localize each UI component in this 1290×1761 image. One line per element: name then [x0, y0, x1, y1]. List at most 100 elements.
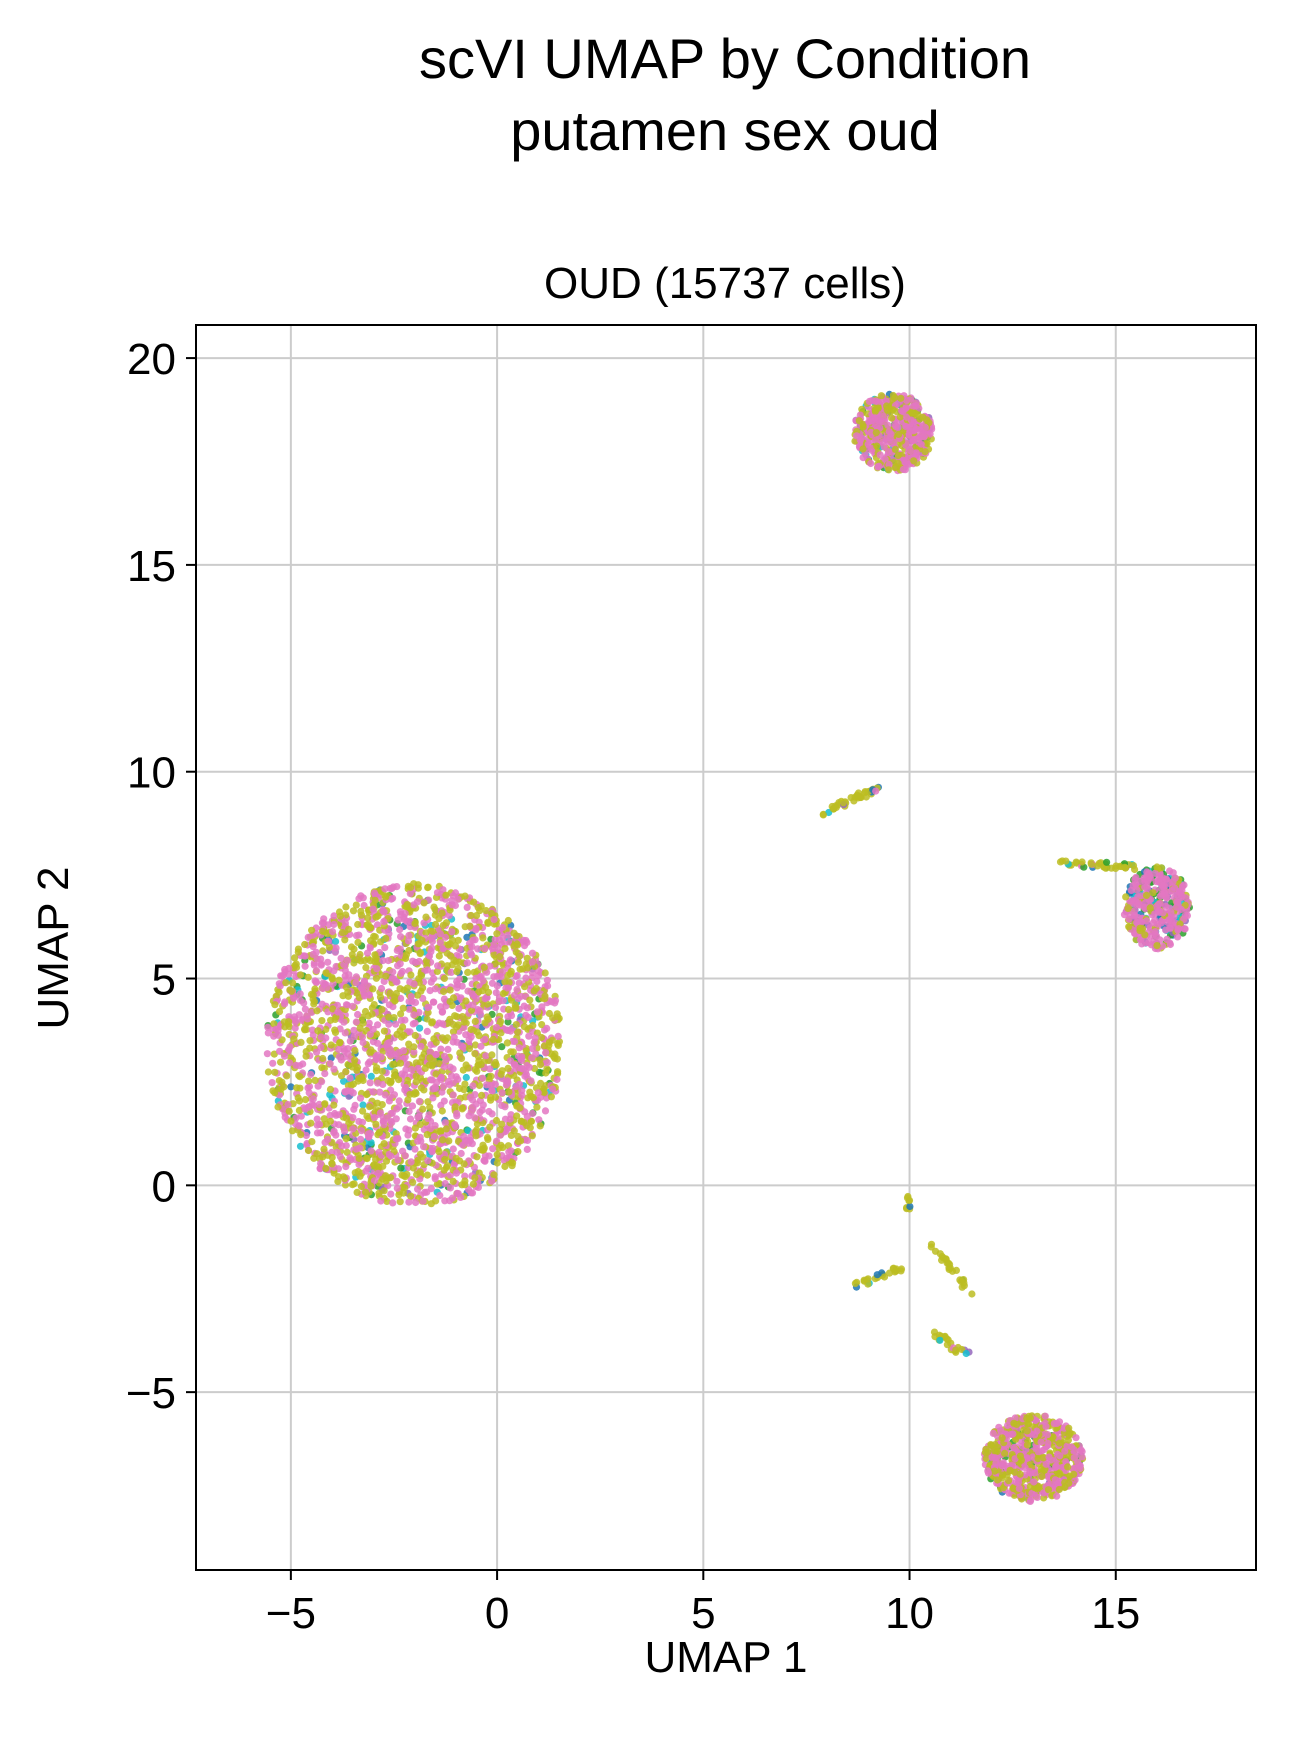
- scatter-point: [417, 1084, 425, 1092]
- scatter-point: [487, 1072, 495, 1080]
- scatter-point: [380, 1140, 388, 1148]
- scatter-point: [1177, 905, 1185, 914]
- scatter-point: [459, 1141, 467, 1149]
- scatter-point: [405, 1126, 413, 1134]
- scatter-point: [872, 397, 880, 405]
- scatter-point: [374, 1169, 382, 1177]
- scatter-point: [440, 995, 448, 1003]
- scatter-point: [438, 1034, 447, 1042]
- scatter-point: [522, 1011, 530, 1019]
- scatter-point: [493, 1159, 501, 1167]
- scatter-point: [510, 991, 519, 999]
- scatter-point: [859, 423, 867, 431]
- scatter-point: [908, 409, 916, 417]
- scatter-point: [354, 955, 362, 964]
- scatter-point: [355, 1117, 363, 1126]
- scatter-point: [1038, 1472, 1046, 1481]
- scatter-point: [499, 1143, 507, 1152]
- scatter-point: [397, 1164, 405, 1172]
- scatter-point: [435, 1180, 443, 1188]
- scatter-point: [873, 1271, 881, 1279]
- scatter-point: [357, 907, 365, 915]
- scatter-point: [388, 884, 396, 893]
- scatter-point: [536, 1056, 544, 1064]
- x-tick-label: 15: [1091, 1589, 1140, 1638]
- scatter-point: [896, 413, 904, 421]
- scatter-point: [479, 1101, 487, 1109]
- scatter-point: [479, 934, 487, 942]
- scatter-point: [1055, 1469, 1063, 1477]
- scatter-point: [317, 1043, 325, 1052]
- scatter-point: [408, 1102, 417, 1110]
- scatter-point: [360, 901, 368, 910]
- scatter-point: [390, 1014, 398, 1022]
- scatter-point: [1027, 1496, 1035, 1504]
- scatter-point: [544, 982, 552, 990]
- scatter-point: [872, 787, 880, 795]
- scatter-point: [294, 945, 302, 953]
- scatter-point: [502, 1081, 510, 1089]
- scatter-point: [444, 1077, 452, 1086]
- scatter-point: [349, 1125, 357, 1133]
- scatter-point: [441, 1052, 449, 1060]
- scatter-point: [504, 916, 512, 925]
- scatter-point: [389, 1060, 397, 1068]
- scatter-point: [456, 1049, 464, 1057]
- scatter-point: [477, 1060, 485, 1069]
- scatter-point: [454, 1075, 462, 1083]
- scatter-point: [433, 889, 442, 897]
- scatter-point: [352, 979, 360, 987]
- scatter-point: [526, 1088, 534, 1096]
- scatter-point: [437, 1073, 445, 1081]
- scatter-point: [427, 1185, 435, 1193]
- scatter-point: [481, 995, 489, 1003]
- scatter-point: [457, 1149, 465, 1158]
- x-tick-label: 5: [691, 1589, 715, 1638]
- scatter-point: [269, 1059, 277, 1067]
- scatter-point: [395, 1048, 403, 1056]
- scatter-point: [435, 952, 443, 960]
- scatter-point: [468, 951, 476, 959]
- scatter-point: [999, 1471, 1007, 1479]
- scatter-point: [421, 1064, 429, 1072]
- scatter-point: [497, 1029, 505, 1037]
- scatter-point: [1174, 898, 1182, 906]
- scatter-point: [379, 1162, 387, 1170]
- scatter-point: [471, 1174, 479, 1182]
- scatter-point: [528, 1054, 536, 1062]
- scatter-point: [328, 928, 337, 936]
- scatter-point: [314, 1027, 322, 1035]
- scatter-point: [440, 1082, 448, 1090]
- scatter-point: [277, 1085, 285, 1093]
- scatter-point: [473, 1067, 481, 1075]
- scatter-point: [281, 998, 289, 1006]
- scatter-point: [364, 1060, 372, 1068]
- scatter-point: [428, 1018, 436, 1026]
- scatter-point: [493, 930, 501, 938]
- scatter-point: [912, 425, 920, 433]
- scatter-point: [336, 1039, 344, 1047]
- scatter-point: [423, 1171, 431, 1179]
- scatter-point: [384, 1039, 392, 1047]
- scatter-point: [315, 1100, 323, 1108]
- scatter-point: [528, 949, 537, 957]
- scatter-point: [304, 1015, 312, 1023]
- scatter-point: [452, 1169, 461, 1177]
- scatter-point: [430, 998, 438, 1006]
- scatter-point: [982, 1454, 990, 1463]
- scatter-point: [462, 1031, 470, 1039]
- scatter-point: [318, 1017, 326, 1025]
- scatter-point: [384, 1077, 392, 1085]
- scatter-point: [271, 1068, 279, 1076]
- scatter-point: [462, 997, 470, 1005]
- scatter-point: [285, 1107, 293, 1115]
- scatter-point: [444, 941, 452, 949]
- scatter-point: [280, 1052, 289, 1060]
- scatter-point: [393, 946, 401, 955]
- scatter-point: [855, 417, 863, 425]
- scatter-point: [341, 1088, 349, 1096]
- scatter-point: [387, 1152, 395, 1160]
- scatter-point: [359, 985, 367, 993]
- scatter-point: [313, 1048, 321, 1056]
- scatter-point: [381, 944, 389, 952]
